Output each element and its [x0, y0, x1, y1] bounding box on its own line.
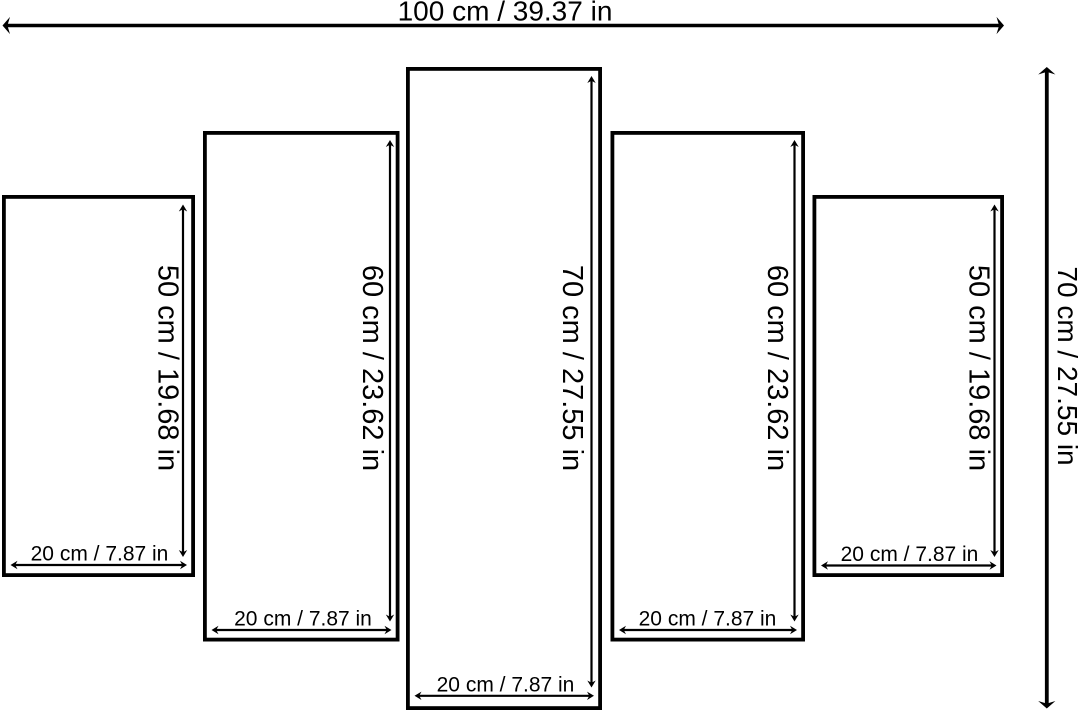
- svg-text:20 cm / 7.87 in: 20 cm / 7.87 in: [639, 608, 777, 631]
- svg-text:60 cm / 23.62 in: 60 cm / 23.62 in: [356, 265, 388, 471]
- svg-text:70 cm / 27.55 in: 70 cm / 27.55 in: [556, 265, 588, 471]
- svg-text:60 cm / 23.62 in: 60 cm / 23.62 in: [761, 265, 793, 471]
- svg-text:20 cm / 7.87 in: 20 cm / 7.87 in: [841, 543, 979, 566]
- svg-text:20 cm / 7.87 in: 20 cm / 7.87 in: [437, 673, 575, 696]
- svg-text:70 cm / 27.55 in: 70 cm / 27.55 in: [1052, 266, 1080, 465]
- svg-text:50 cm / 19.68 in: 50 cm / 19.68 in: [152, 265, 184, 471]
- svg-text:100 cm / 39.37 in: 100 cm / 39.37 in: [398, 0, 613, 27]
- svg-text:20 cm / 7.87 in: 20 cm / 7.87 in: [234, 608, 372, 631]
- svg-text:20 cm / 7.87 in: 20 cm / 7.87 in: [31, 543, 169, 566]
- svg-text:50 cm / 19.68 in: 50 cm / 19.68 in: [963, 265, 995, 471]
